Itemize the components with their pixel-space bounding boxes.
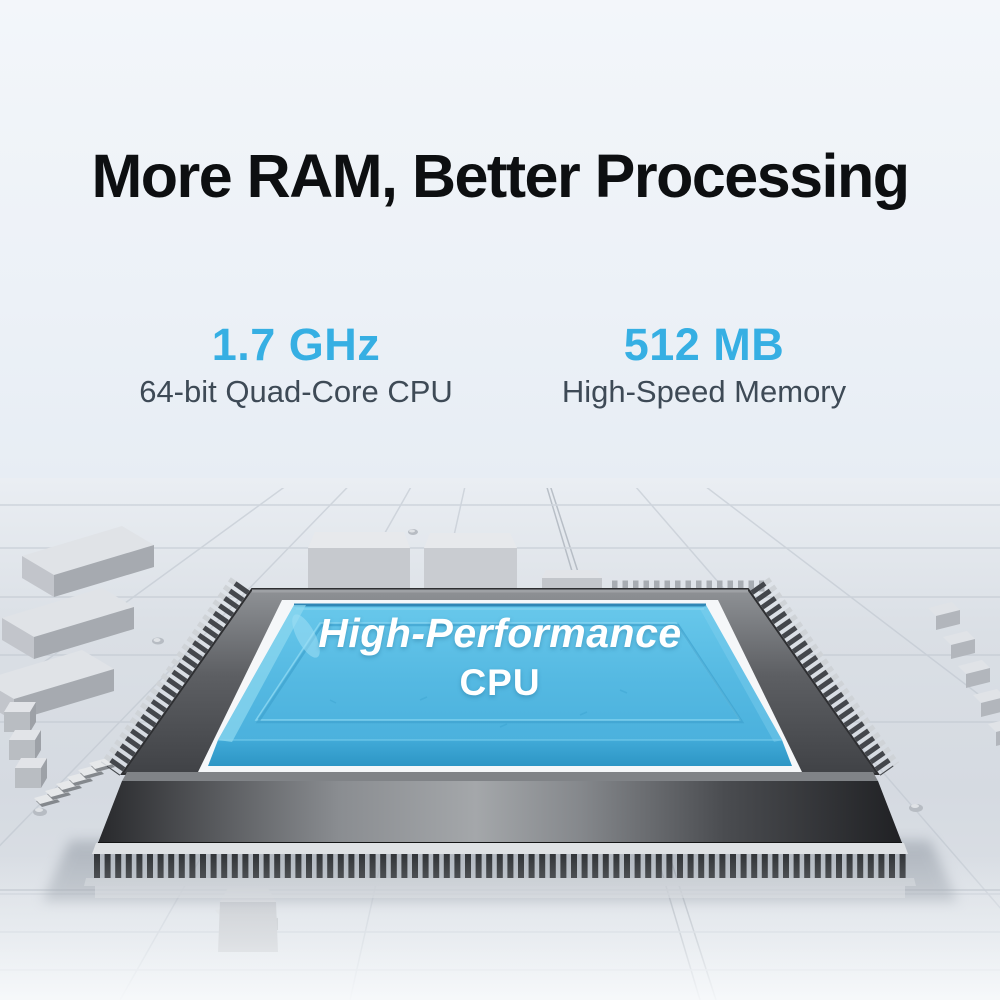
chip-die-label-line2: CPU — [459, 662, 541, 703]
board-components-right — [928, 602, 1000, 746]
background-components — [308, 532, 768, 592]
cpu-chip — [84, 577, 916, 898]
chip-die-label-line1: High-Performance — [318, 610, 682, 656]
chip-pins-left — [100, 577, 250, 776]
spec-list: 1.7 GHz 64-bit Quad-Core CPU 512 MB High… — [0, 320, 1000, 409]
spec-cpu: 1.7 GHz 64-bit Quad-Core CPU — [112, 320, 480, 409]
spec-memory: 512 MB High-Speed Memory — [520, 320, 888, 409]
chip-die — [208, 603, 792, 766]
spec-cpu-label: 64-bit Quad-Core CPU — [139, 373, 453, 409]
foreground-fog — [0, 855, 1000, 1000]
board-components-left — [0, 526, 154, 807]
spec-memory-label: High-Speed Memory — [561, 373, 847, 409]
chip-die-label: High-Performance CPU — [0, 610, 1000, 703]
spec-memory-value: 512 MB — [623, 319, 785, 370]
chip-pins-right — [750, 577, 900, 776]
spec-cpu-value: 1.7 GHz — [211, 319, 381, 370]
page-title: More RAM, Better Processing — [91, 142, 910, 210]
